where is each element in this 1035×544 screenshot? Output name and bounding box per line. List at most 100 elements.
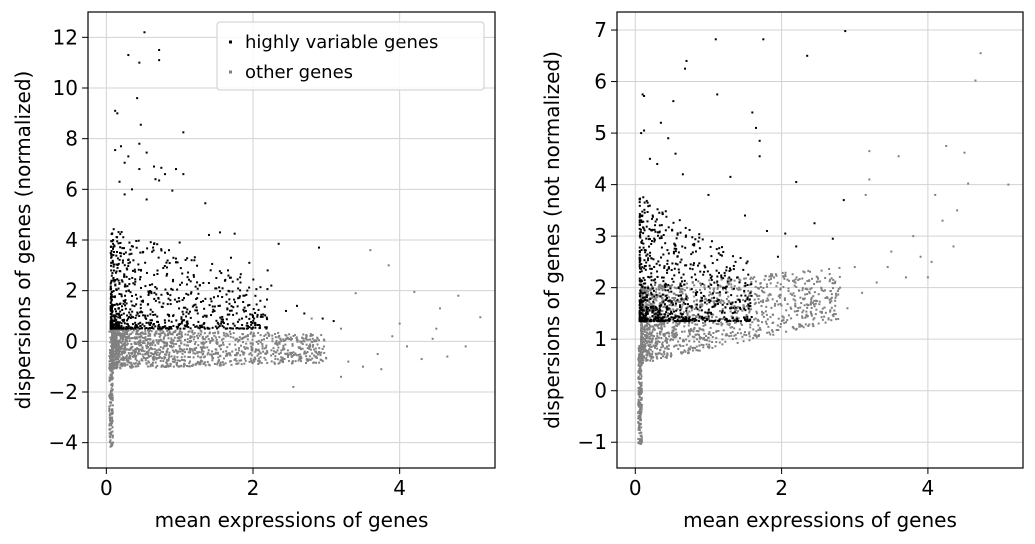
other-gene-point xyxy=(299,353,302,356)
other-gene-point xyxy=(222,363,225,366)
highly-variable-gene-point xyxy=(248,317,251,320)
other-gene-point xyxy=(640,436,643,439)
highly-variable-gene-point xyxy=(666,262,669,265)
other-gene-point xyxy=(122,362,125,365)
other-gene-point xyxy=(696,333,699,336)
highly-variable-gene-point xyxy=(125,275,128,278)
highly-variable-gene-point xyxy=(696,291,699,294)
other-gene-point xyxy=(203,332,206,335)
other-gene-point xyxy=(115,347,118,350)
highly-variable-gene-point xyxy=(246,304,249,307)
other-gene-point xyxy=(658,292,661,295)
other-gene-point xyxy=(655,323,658,326)
other-gene-point xyxy=(318,347,321,350)
other-gene-point xyxy=(266,331,269,334)
highly-variable-gene-point xyxy=(685,234,688,237)
other-gene-point xyxy=(839,286,842,289)
highly-variable-gene-point xyxy=(784,232,787,235)
other-gene-point xyxy=(296,339,299,342)
highly-variable-gene-point xyxy=(680,298,683,301)
other-gene-point xyxy=(820,269,823,272)
other-gene-point xyxy=(112,362,115,365)
highly-variable-gene-point xyxy=(109,301,112,304)
highly-variable-gene-point xyxy=(724,291,727,294)
other-gene-point xyxy=(131,331,134,334)
y-tick-label: 8 xyxy=(65,127,78,151)
other-gene-point xyxy=(639,438,642,441)
highly-variable-gene-point xyxy=(134,324,137,327)
highly-variable-gene-point xyxy=(245,324,248,327)
other-gene-point xyxy=(283,348,286,351)
other-gene-point xyxy=(201,360,204,363)
highly-variable-gene-point xyxy=(202,323,205,326)
other-gene-point xyxy=(693,336,696,339)
highly-variable-gene-point xyxy=(685,307,688,310)
other-gene-point xyxy=(299,340,302,343)
other-gene-point xyxy=(832,282,835,285)
highly-variable-gene-point xyxy=(179,327,182,330)
highly-variable-gene-point xyxy=(656,163,659,165)
highly-variable-gene-point xyxy=(648,254,651,257)
other-gene-point xyxy=(829,301,832,304)
other-gene-point xyxy=(698,349,701,352)
other-gene-point xyxy=(259,352,262,355)
other-gene-point xyxy=(111,338,114,341)
highly-variable-gene-point xyxy=(216,327,219,330)
other-gene-point xyxy=(146,356,149,359)
highly-variable-gene-point xyxy=(693,262,696,265)
other-gene-point xyxy=(131,355,134,358)
other-gene-point xyxy=(120,353,123,356)
other-gene-point xyxy=(207,338,210,341)
other-gene-point xyxy=(644,339,647,342)
other-gene-point xyxy=(676,324,679,327)
other-gene-point xyxy=(152,357,155,360)
other-gene-point xyxy=(235,351,238,354)
highly-variable-gene-point xyxy=(638,320,641,323)
highly-variable-gene-point xyxy=(111,240,114,243)
highly-variable-gene-point xyxy=(184,258,187,261)
other-gene-point xyxy=(180,342,183,345)
highly-variable-gene-point xyxy=(110,280,113,283)
highly-variable-gene-point xyxy=(169,299,172,302)
other-gene-point xyxy=(111,367,114,370)
highly-variable-gene-point xyxy=(668,299,671,302)
other-gene-point xyxy=(250,349,253,352)
other-gene-point xyxy=(640,337,643,340)
highly-variable-gene-point xyxy=(648,204,651,207)
highly-variable-gene-point xyxy=(111,310,114,313)
other-gene-point xyxy=(136,353,139,356)
other-gene-point xyxy=(797,306,800,309)
other-gene-point xyxy=(674,328,677,331)
other-gene-point xyxy=(146,342,149,345)
other-gene-point xyxy=(683,321,686,324)
other-gene-point xyxy=(703,332,706,335)
highly-variable-gene-point xyxy=(147,290,150,293)
other-gene-point xyxy=(308,347,311,350)
other-gene-point xyxy=(771,330,774,333)
highly-variable-gene-point xyxy=(198,327,201,330)
other-gene-point xyxy=(786,303,789,306)
highly-variable-gene-point xyxy=(731,312,734,315)
other-gene-point xyxy=(775,329,778,332)
other-gene-point xyxy=(125,359,128,362)
highly-variable-gene-point xyxy=(675,320,678,323)
highly-variable-gene-point xyxy=(117,262,120,265)
other-gene-point xyxy=(183,343,186,346)
other-gene-point xyxy=(837,318,840,321)
highly-variable-gene-point xyxy=(205,314,208,317)
other-gene-point xyxy=(688,310,691,313)
other-gene-point xyxy=(646,341,649,344)
highly-variable-gene-point xyxy=(691,319,694,322)
other-gene-point xyxy=(827,317,830,320)
highly-variable-gene-point xyxy=(213,296,216,299)
other-gene-point xyxy=(128,356,131,359)
other-gene-point xyxy=(137,350,140,353)
highly-variable-gene-point xyxy=(158,301,161,304)
other-gene-point xyxy=(193,343,196,346)
other-gene-point xyxy=(180,358,183,361)
other-gene-point xyxy=(128,361,131,364)
highly-variable-gene-point xyxy=(709,245,712,248)
other-gene-point xyxy=(775,285,778,288)
highly-variable-gene-point xyxy=(129,317,132,320)
other-gene-point xyxy=(759,300,762,303)
